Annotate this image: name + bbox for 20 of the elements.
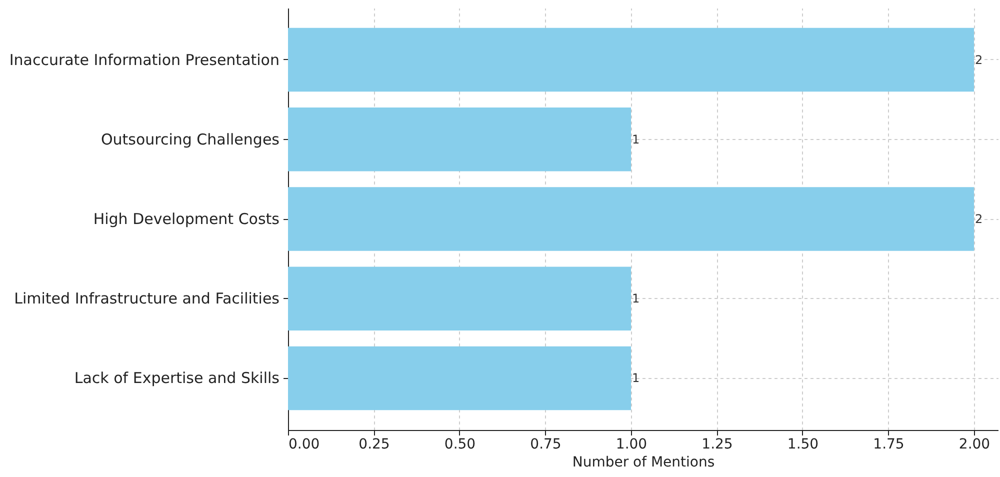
x-tick-label: 1.50 <box>787 436 819 452</box>
x-tick-label: 0.00 <box>288 436 320 452</box>
x-axis-title: Number of Mentions <box>572 454 715 470</box>
x-tick-label: 2.00 <box>958 436 990 452</box>
x-tick-label: 1.25 <box>702 436 733 452</box>
x-tick-label: 0.25 <box>358 436 390 452</box>
data-label: 1 <box>632 292 640 306</box>
data-label: 2 <box>974 52 983 67</box>
x-tick-label: 0.50 <box>444 436 476 452</box>
x-tick-label: 1.00 <box>616 436 648 452</box>
x-tick-label: 0.75 <box>530 436 562 452</box>
data-label: 2 <box>974 212 983 226</box>
x-tick-label: 1.75 <box>873 436 904 452</box>
data-label: 1 <box>632 371 640 386</box>
y-tick-label: Limited Infrastructure and Facilities <box>14 290 280 308</box>
y-tick-label: Lack of Expertise and Skills <box>74 369 280 388</box>
y-tick-label: High Development Costs <box>93 210 280 228</box>
data-label: 1 <box>632 132 640 146</box>
y-tick-label: Inaccurate Information Presentation <box>9 50 280 69</box>
y-tick-label: Outsourcing Challenges <box>100 130 280 148</box>
